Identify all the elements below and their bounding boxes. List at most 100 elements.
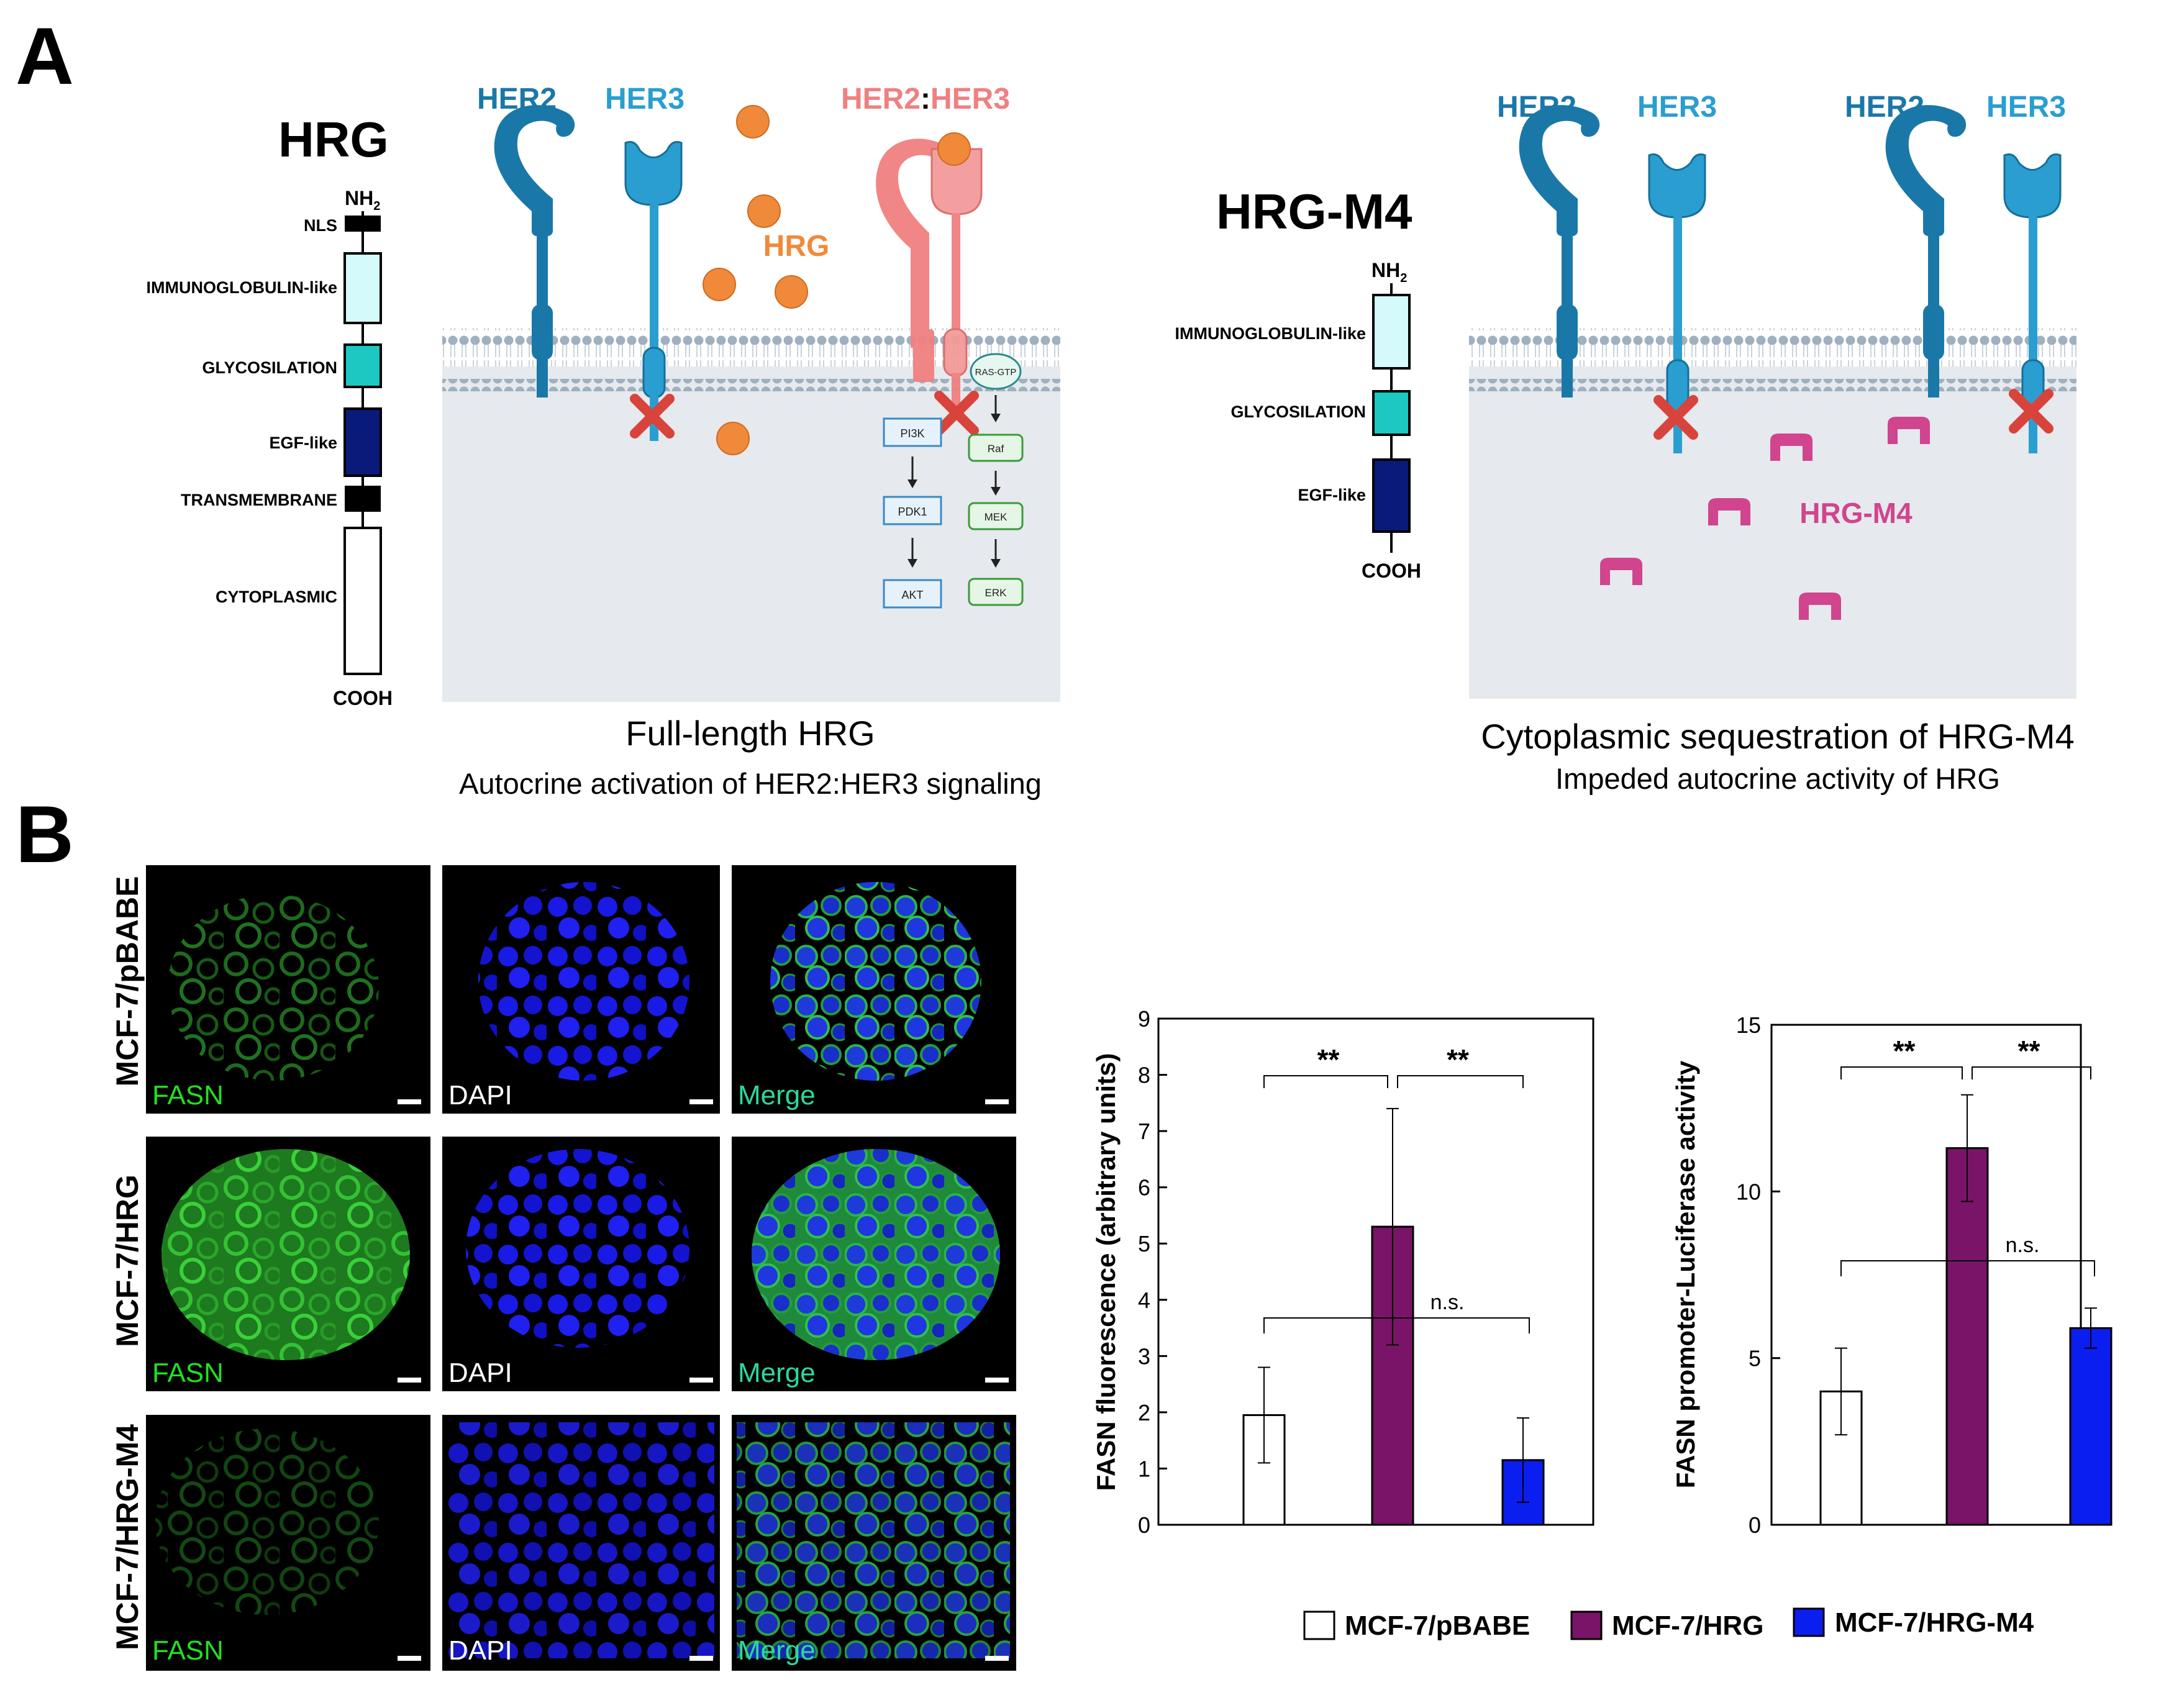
nls-label: NLS [304,216,337,235]
scale-bar [689,1656,713,1661]
hrg-m4-domain-diagram: HRG-M4 NH2 IMMUNOGLOBULIN-like GLYCOSILA… [1175,184,1422,582]
hrg-m4-caption-title: Cytoplasmic sequestration of HRG-M4 [1481,717,2074,756]
hrg-domain-title: HRG [278,112,389,167]
significance-label: ** [1447,1043,1469,1076]
svg-text:RAS-GTP: RAS-GTP [975,367,1017,378]
m4-glycosilation-domain [1372,390,1411,436]
significance-bracket [1840,1066,1963,1079]
fasn-label: FASN [152,1358,224,1388]
fasn-label: FASN [152,1080,224,1111]
hrg-m4-membrane-scene: HER2 HER3 HER2 HER3 HRG-M4 [1469,91,2076,699]
scale-bar [398,1378,421,1383]
legend: MCF-7/pBABE MCF-7/HRG MCF-7/HRG-M4 [1303,1607,2034,1641]
y-tick-label: 2 [1138,1400,1150,1425]
her2-her3-dimer [876,139,983,413]
significance-label: ** [1893,1035,1916,1067]
ns-bracket [1263,1317,1530,1333]
transmembrane-label: TRANSMEMBRANE [181,491,337,509]
immunoglobulin-domain [343,252,382,324]
significance-bracket [1397,1075,1524,1088]
svg-text:PDK1: PDK1 [898,506,927,518]
m4-immunoglobulin-domain [1372,294,1411,370]
y-tick-label: 8 [1138,1063,1150,1088]
fasn-label: FASN [152,1635,224,1666]
merge-label: Merge [738,1358,816,1388]
hrg-m4-ligand-label: HRG-M4 [1799,497,1912,529]
significance-bracket [1972,1066,2091,1079]
legend-label-hrg-m4: MCF-7/HRG-M4 [1835,1607,2034,1638]
significance-bracket [1263,1075,1388,1088]
pdk1-box [883,496,942,525]
m4-glycosilation-label: GLYCOSILATION [1230,402,1366,421]
merge-label: Merge [738,1080,816,1111]
transmembrane-domain [345,486,381,512]
hrg-membrane-scene: HER2 HER3 HER2:HER3 HRG PI3K PDK1 AKT RA… [442,83,1060,702]
fasn-fluorescence-chart: 0 1 2 3 4 5 6 7 8 9 FASN fluorescence (arbitrary u… [1091,1006,1594,1538]
right-her2-label-1: HER2 [1497,91,1576,124]
fasn-luciferase-chart: 0 5 10 15 FASN promoter-Luciferase activity *… [1671,1012,2113,1538]
merge-label: Merge [738,1635,816,1666]
glycosilation-domain [343,343,382,388]
dapi-label: DAPI [448,1358,512,1388]
svg-text:ERK: ERK [985,587,1007,599]
erk-box [968,578,1024,606]
egf-label: EGF-like [269,434,337,452]
ras-gtp-node [970,353,1022,390]
hrg-m4-domain-title: HRG-M4 [1216,184,1412,239]
m4-immunoglobulin-label: IMMUNOGLOBULIN-like [1175,324,1367,343]
panel-b-letter: B [16,789,74,879]
svg-text:MEK: MEK [985,511,1008,523]
right-her2-label-2: HER2 [1845,91,1924,124]
significance-label: ** [2018,1035,2040,1067]
cytoplasmic-domain [343,527,382,675]
m4-egf-label: EGF-like [1298,486,1366,504]
her3-label: HER3 [605,83,684,116]
right-her3-label-1: HER3 [1637,91,1717,124]
hrg-ligand-dot [716,422,750,455]
ns-label: n.s. [1430,1291,1465,1314]
hrg-ligand-dot [775,275,808,309]
y-tick-label: 5 [1749,1346,1761,1371]
akt-box [883,579,942,609]
legend-label-pbabe: MCF-7/pBABE [1345,1610,1530,1641]
glycosilation-label: GLYCOSILATION [202,358,337,377]
significance-label: ** [1317,1043,1340,1076]
hrg-ligand-dot [937,132,971,166]
y-tick-label: 0 [1749,1512,1761,1538]
row-label-hrg-m4: MCF-7/HRG-M4 [110,1424,145,1650]
svg-text:AKT: AKT [901,589,923,601]
mapk-pathway: RAS-GTP Raf MEK ERK [968,353,1024,606]
svg-text:Raf: Raf [988,443,1004,455]
scale-bar [985,1656,1009,1661]
cytoplasmic-label: CYTOPLASMIC [216,588,337,606]
legend-swatch-hrg-m4 [1793,1607,1825,1637]
dimer-label: HER2:HER3 [841,83,1010,116]
raf-box [968,434,1024,462]
y-tick-label: 7 [1138,1119,1150,1144]
pi3k-box [883,417,942,447]
y-tick-label: 9 [1138,1006,1150,1032]
hrg-c-terminus: COOH [333,687,393,709]
bar-hrg-m4 [1501,1459,1545,1526]
hrg-caption-title: Full-length HRG [625,714,875,753]
y-tick-label: 15 [1736,1012,1761,1038]
y-tick-label: 1 [1138,1456,1150,1481]
ns-label: n.s. [2006,1233,2040,1257]
y-axis-label: FASN promoter-Luciferase activity [1671,1060,1700,1488]
svg-text:PI3K: PI3K [900,427,924,440]
right-her3-label-2: HER3 [1986,91,2066,124]
legend-swatch-hrg [1570,1610,1603,1640]
immunoglobulin-label: IMMUNOGLOBULIN-like [147,278,338,297]
hrg-ligand-dot [747,194,781,228]
bar-hrg-m4 [2069,1327,2113,1526]
dapi-label: DAPI [448,1635,512,1666]
row-label-hrg: MCF-7/HRG [110,1174,145,1347]
plot-frame [1770,1024,2082,1526]
hrg-ligand-label: HRG [763,230,830,263]
hrg-ligand-dot [736,105,770,139]
ns-bracket [1840,1260,2095,1276]
hrg-caption-subtitle: Autocrine activation of HER2:HER3 signal… [459,767,1042,800]
y-tick-label: 3 [1138,1343,1150,1369]
y-tick-label: 10 [1736,1179,1761,1204]
scale-bar [398,1099,421,1104]
